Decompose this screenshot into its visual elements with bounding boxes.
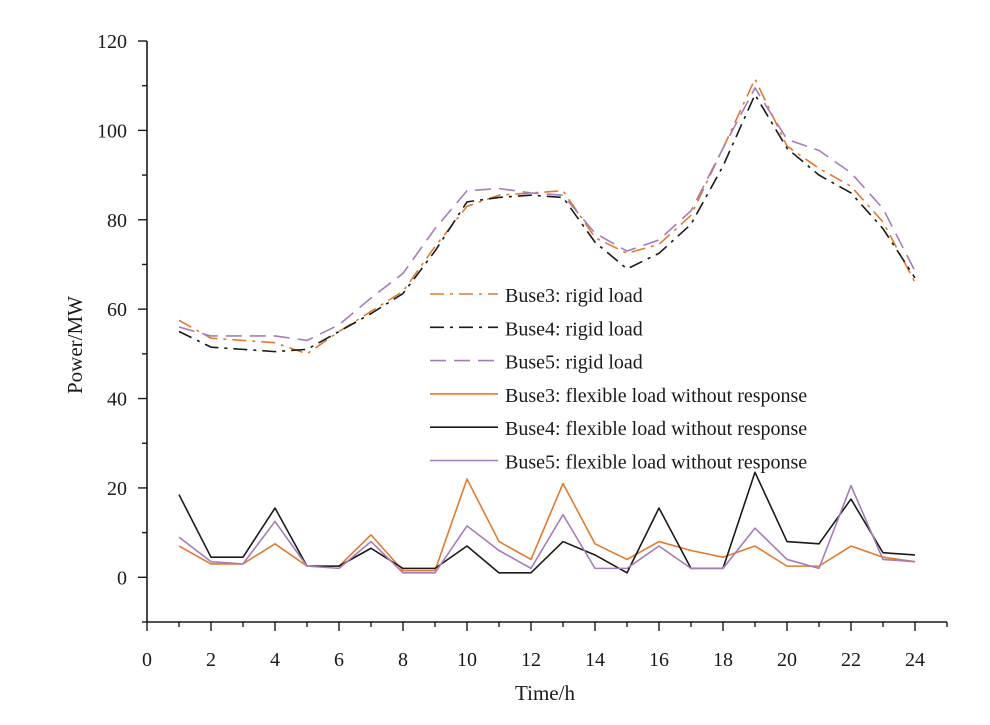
- y-tick-label: 40: [107, 389, 127, 411]
- x-tick-label: 16: [649, 649, 669, 671]
- legend-label: Buse3: rigid load: [505, 285, 643, 307]
- x-tick-label: 8: [398, 649, 408, 671]
- x-tick-label: 10: [457, 649, 477, 671]
- series-line: [178, 93, 916, 353]
- series-line: [178, 478, 916, 572]
- plot-area: [178, 78, 916, 574]
- legend-label: Buse5: flexible load without response: [505, 452, 807, 474]
- y-tick-label: 0: [117, 567, 127, 589]
- legend-label: Buse3: flexible load without response: [505, 385, 807, 407]
- y-ticks: 0 20 40 60 80 100 120: [97, 31, 147, 623]
- y-tick-label: 120: [97, 31, 127, 53]
- y-axis-label: Power/MW: [63, 296, 87, 394]
- y-tick-label: 20: [107, 478, 127, 500]
- legend: Buse3: rigid load Buse4: rigid load Buse5:…: [430, 285, 807, 474]
- x-tick-label: 22: [841, 649, 861, 671]
- series-line: [178, 87, 916, 342]
- x-tick-label: 12: [521, 649, 541, 671]
- y-tick-label: 100: [97, 120, 127, 142]
- x-tick-label: 24: [905, 649, 925, 671]
- series-line: [178, 78, 916, 355]
- series-line: [178, 484, 916, 574]
- x-axis-label: Time/h: [515, 681, 575, 705]
- y-tick-label: 60: [107, 299, 127, 321]
- x-tick-label: 2: [206, 649, 216, 671]
- x-tick-label: 0: [142, 649, 152, 671]
- y-tick-label: 80: [107, 210, 127, 232]
- legend-label: Buse5: rigid load: [505, 352, 643, 374]
- series-line: [178, 471, 916, 574]
- x-ticks: 0 2 4 6 8 10 12 14 16 18 20 22 24: [142, 622, 948, 671]
- legend-label: Buse4: flexible load without response: [505, 418, 807, 440]
- x-tick-label: 4: [270, 649, 280, 671]
- x-tick-label: 18: [713, 649, 733, 671]
- x-tick-label: 6: [334, 649, 344, 671]
- x-tick-label: 20: [777, 649, 797, 671]
- x-tick-label: 14: [585, 649, 605, 671]
- legend-label: Buse4: rigid load: [505, 318, 643, 340]
